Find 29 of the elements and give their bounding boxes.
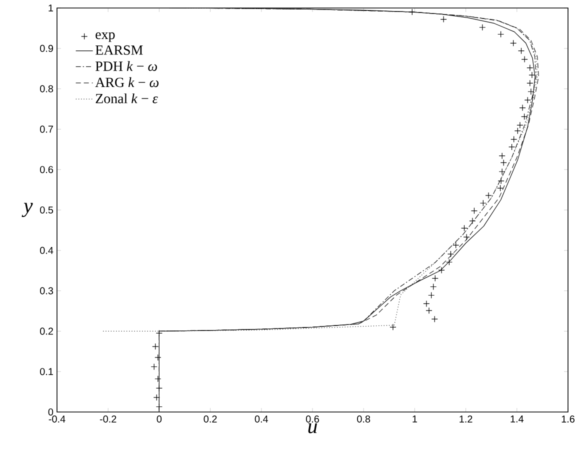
x-tick-label: 1.2: [460, 416, 472, 422]
y-tick-label: 0.2: [40, 328, 53, 335]
x-tick-label: 0.4: [254, 416, 268, 423]
legend-label: PDH k − ω: [96, 61, 157, 71]
y-tick-label: 1: [48, 4, 53, 12]
legend-label: ARG k − ω: [95, 77, 159, 88]
x-tick-label: 0.2: [204, 416, 217, 423]
y-tick-label: 0.1: [40, 368, 53, 376]
y-tick-label: 0.5: [40, 206, 54, 214]
y-tick-label: 0.8: [40, 85, 54, 92]
x-tick-label: 0: [156, 416, 162, 423]
x-tick-label: -0.2: [100, 416, 116, 423]
y-tick-label: 0: [48, 408, 54, 416]
y-axis-title: y: [22, 202, 33, 218]
y-tick-label: 0.7: [40, 126, 53, 133]
y-tick-label: 0.4: [40, 246, 54, 254]
y-tick-label: 0.6: [40, 166, 54, 174]
legend-label: EARSM: [96, 45, 143, 55]
legend-label: exp: [96, 32, 115, 42]
x-axis-title: u: [308, 423, 317, 434]
y-tick-label: 0.3: [40, 287, 54, 294]
x-tick-label: 0.6: [306, 416, 319, 423]
x-tick-label: -0.4: [48, 416, 66, 423]
y-tick-label: 0.9: [40, 44, 54, 52]
x-tick-label: 1: [412, 416, 417, 422]
x-tick-label: 1.4: [510, 416, 524, 422]
legend-label: Zonal k − ε: [96, 93, 158, 104]
x-tick-label: 1.6: [562, 416, 574, 423]
x-tick-label: 0.8: [357, 416, 370, 423]
